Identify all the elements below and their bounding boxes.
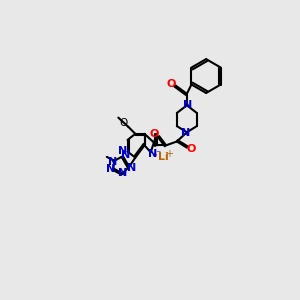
Text: N: N bbox=[118, 146, 127, 157]
Text: N: N bbox=[182, 128, 191, 138]
Text: N: N bbox=[121, 150, 130, 160]
Text: O: O bbox=[150, 129, 159, 139]
Text: N: N bbox=[127, 163, 136, 173]
Text: +: + bbox=[165, 149, 173, 159]
Text: O: O bbox=[166, 79, 175, 89]
Text: Li: Li bbox=[158, 152, 168, 162]
Text: O: O bbox=[120, 118, 128, 128]
Text: N: N bbox=[106, 164, 115, 174]
Text: N: N bbox=[148, 149, 158, 159]
Text: N: N bbox=[183, 100, 192, 110]
Text: O: O bbox=[186, 144, 195, 154]
Text: N: N bbox=[107, 157, 117, 166]
Text: N: N bbox=[118, 168, 127, 178]
Text: ⁻: ⁻ bbox=[156, 149, 161, 159]
